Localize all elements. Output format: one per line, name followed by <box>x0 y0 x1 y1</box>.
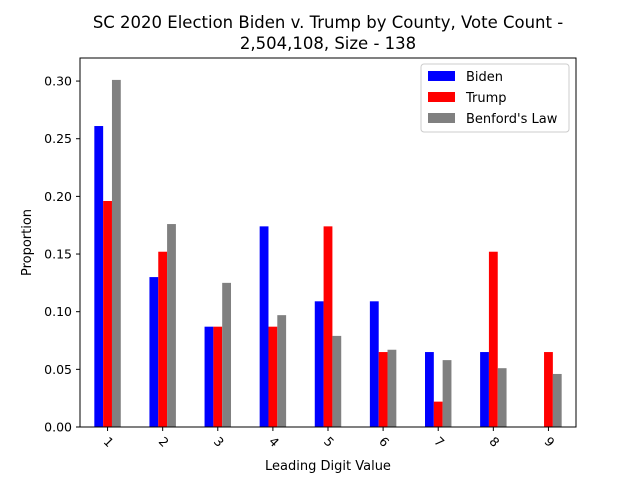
chart-title-line-2: 2,504,108, Size - 138 <box>240 34 416 53</box>
chart-title-line-1: SC 2020 Election Biden v. Trump by Count… <box>93 13 563 32</box>
bar-biden-2 <box>149 277 159 427</box>
bar-benford-s-law-9 <box>552 373 562 427</box>
legend: Biden Trump Benford's Law <box>420 63 570 133</box>
bar-biden-7 <box>425 352 434 427</box>
bar-trump-9 <box>544 352 553 427</box>
y-tick-label: 0.10 <box>44 304 72 319</box>
legend-swatch-biden <box>428 71 455 81</box>
x-tick-label: 6 <box>376 434 392 450</box>
x-tick-label: 7 <box>431 434 447 450</box>
legend-box <box>420 63 570 133</box>
plot-area-frame <box>79 57 577 428</box>
x-tick-label: 4 <box>266 434 282 450</box>
y-tick-label: 0.15 <box>44 247 72 262</box>
bar-trump-4 <box>268 326 278 427</box>
bar-trump-7 <box>433 401 443 427</box>
legend-label-biden: Biden <box>466 70 503 85</box>
bar-benford-s-law-3 <box>222 282 232 427</box>
bar-biden-1 <box>94 126 104 427</box>
y-axis-label: Proportion <box>20 209 35 276</box>
bar-biden-3 <box>204 326 214 427</box>
bars-group <box>94 79 562 427</box>
y-tick-label: 0.30 <box>44 74 72 89</box>
bar-benford-s-law-1 <box>111 79 121 427</box>
bar-trump-3 <box>213 326 223 427</box>
bar-trump-6 <box>378 352 388 427</box>
legend-label-trump: Trump <box>465 91 507 106</box>
y-tick-label: 0.25 <box>44 131 72 146</box>
x-tick-label: 5 <box>321 434 337 450</box>
legend-swatch-trump <box>428 92 455 102</box>
bar-biden-5 <box>314 301 324 427</box>
x-axis-ticks: 1 2 3 4 5 6 7 8 9 <box>101 427 558 450</box>
x-tick-label: 1 <box>101 434 117 450</box>
bar-benford-s-law-4 <box>277 315 287 427</box>
bar-trump-2 <box>158 251 168 427</box>
bar-benford-s-law-7 <box>442 360 452 427</box>
bar-benford-s-law-6 <box>387 349 397 427</box>
y-tick-label: 0.00 <box>44 420 72 435</box>
x-axis-label: Leading Digit Value <box>265 459 391 474</box>
x-tick-label: 3 <box>211 434 227 450</box>
bar-trump-1 <box>103 200 112 427</box>
y-tick-label: 0.20 <box>44 189 72 204</box>
bar-trump-5 <box>323 226 333 427</box>
bar-biden-8 <box>480 352 489 427</box>
y-tick-label: 0.05 <box>44 362 72 377</box>
bar-benford-s-law-5 <box>332 335 342 427</box>
y-axis-ticks: 0.00 0.05 0.10 0.15 0.20 0.25 0.30 <box>44 74 80 435</box>
bar-benford-s-law-2 <box>167 224 176 427</box>
legend-swatch-benford-s-law <box>428 113 455 123</box>
x-tick-label: 8 <box>486 434 502 450</box>
bar-biden-6 <box>369 301 379 427</box>
legend-label-benford-s-law: Benford's Law <box>466 112 558 127</box>
bar-trump-8 <box>488 251 498 427</box>
x-tick-label: 2 <box>156 434 172 450</box>
bar-biden-4 <box>259 226 269 427</box>
x-tick-label: 9 <box>542 434 558 450</box>
bar-benford-s-law-8 <box>497 368 507 427</box>
